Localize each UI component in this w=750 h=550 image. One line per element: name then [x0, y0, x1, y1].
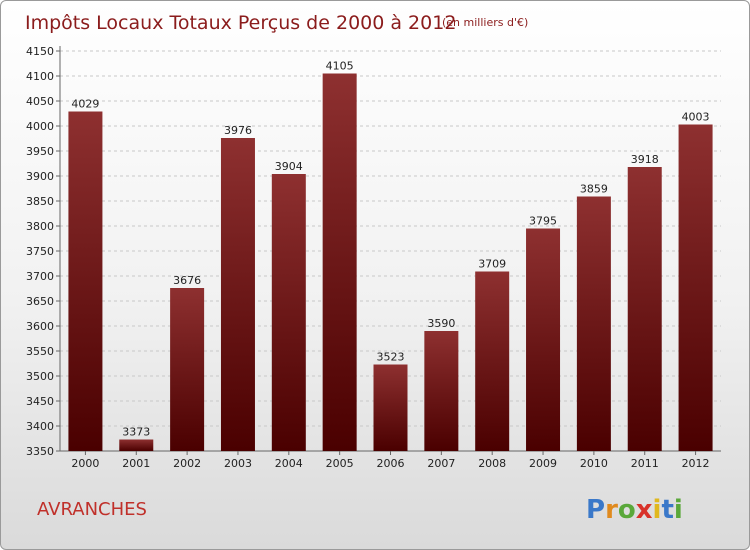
value-label: 3859	[580, 183, 608, 196]
y-tick-label: 3550	[26, 345, 54, 358]
bar-2011	[627, 167, 662, 451]
value-label: 3590	[427, 317, 455, 330]
x-tick-label: 2003	[224, 457, 252, 470]
y-tick-label: 3750	[26, 245, 54, 258]
bar-2007	[424, 331, 459, 451]
bar-2000	[68, 111, 103, 451]
bar-2009	[526, 228, 561, 451]
x-tick-label: 2000	[71, 457, 99, 470]
proxiti-logo: Proxiti	[586, 495, 683, 525]
y-tick-label: 3450	[26, 395, 54, 408]
bar-2001	[119, 439, 154, 451]
bar-2003	[220, 138, 255, 451]
y-tick-label: 4050	[26, 95, 54, 108]
x-tick-label: 2004	[275, 457, 303, 470]
bar-2006	[373, 364, 408, 451]
y-tick-label: 3650	[26, 295, 54, 308]
x-tick-label: 2007	[427, 457, 455, 470]
chart-subtitle: (en milliers d'€)	[442, 16, 528, 29]
y-tick-label: 4000	[26, 120, 54, 133]
y-tick-label: 3950	[26, 145, 54, 158]
y-tick-label: 4100	[26, 70, 54, 83]
x-tick-label: 2005	[326, 457, 354, 470]
x-tick-label: 2002	[173, 457, 201, 470]
y-tick-label: 3500	[26, 370, 54, 383]
value-label: 3523	[377, 351, 405, 364]
bar-2005	[322, 73, 357, 451]
y-tick-label: 4150	[26, 45, 54, 58]
bar-2010	[576, 196, 611, 451]
y-tick-label: 3800	[26, 220, 54, 233]
y-tick-label: 3400	[26, 420, 54, 433]
bar-2004	[271, 174, 306, 451]
bar-2012	[678, 124, 713, 451]
value-labels: 4029 3373 3676 3976 3904 4105 3523 3590 3709 3795…	[71, 60, 709, 439]
y-tick-labels: 3350 3400 3450 3500 3550 3600 3650 3700 3750 3800…	[26, 45, 54, 458]
y-tick-label: 3700	[26, 270, 54, 283]
x-tick-label: 2009	[529, 457, 557, 470]
x-tick-label: 2008	[478, 457, 506, 470]
x-tick-label: 2012	[682, 457, 710, 470]
value-label: 3976	[224, 124, 252, 137]
y-tick-label: 3350	[26, 445, 54, 458]
x-tick-label: 2001	[122, 457, 150, 470]
city-name: AVRANCHES	[37, 499, 147, 520]
value-label: 3373	[122, 426, 150, 439]
bar-2002	[170, 288, 205, 451]
y-tick-label: 3900	[26, 170, 54, 183]
value-label: 3709	[478, 258, 506, 271]
x-tick-label: 2006	[377, 457, 405, 470]
value-label: 4003	[682, 111, 710, 124]
value-label: 3795	[529, 215, 557, 228]
bar-2008	[475, 271, 510, 451]
y-tick-label: 3850	[26, 195, 54, 208]
x-tick-label: 2010	[580, 457, 608, 470]
value-label: 4029	[71, 98, 99, 111]
y-tick-label: 3600	[26, 320, 54, 333]
value-label: 4105	[326, 60, 354, 73]
value-label: 3904	[275, 160, 303, 173]
value-label: 3676	[173, 274, 201, 287]
x-tick-labels: 2000 2001 2002 2003 2004 2005 2006 2007 2008 2009…	[71, 457, 709, 470]
x-tick-label: 2011	[631, 457, 659, 470]
bars	[68, 73, 713, 451]
chart-title: Impôts Locaux Totaux Perçus de 2000 à 20…	[25, 12, 456, 34]
value-label: 3918	[631, 153, 659, 166]
